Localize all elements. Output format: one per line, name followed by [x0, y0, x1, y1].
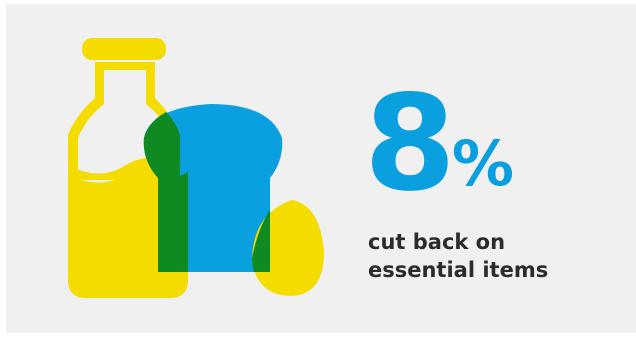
overlap-shape	[143, 112, 188, 272]
egg-overlap-shape	[252, 210, 270, 272]
stat-caption-line-2: essential items	[368, 258, 549, 282]
stat-number: 8	[364, 67, 456, 221]
stat-caption: cut back on essential items	[368, 228, 608, 284]
stat-unit: %	[451, 127, 514, 200]
stat-value: 8%	[364, 78, 514, 210]
stat-caption-line-1: cut back on	[368, 230, 506, 254]
